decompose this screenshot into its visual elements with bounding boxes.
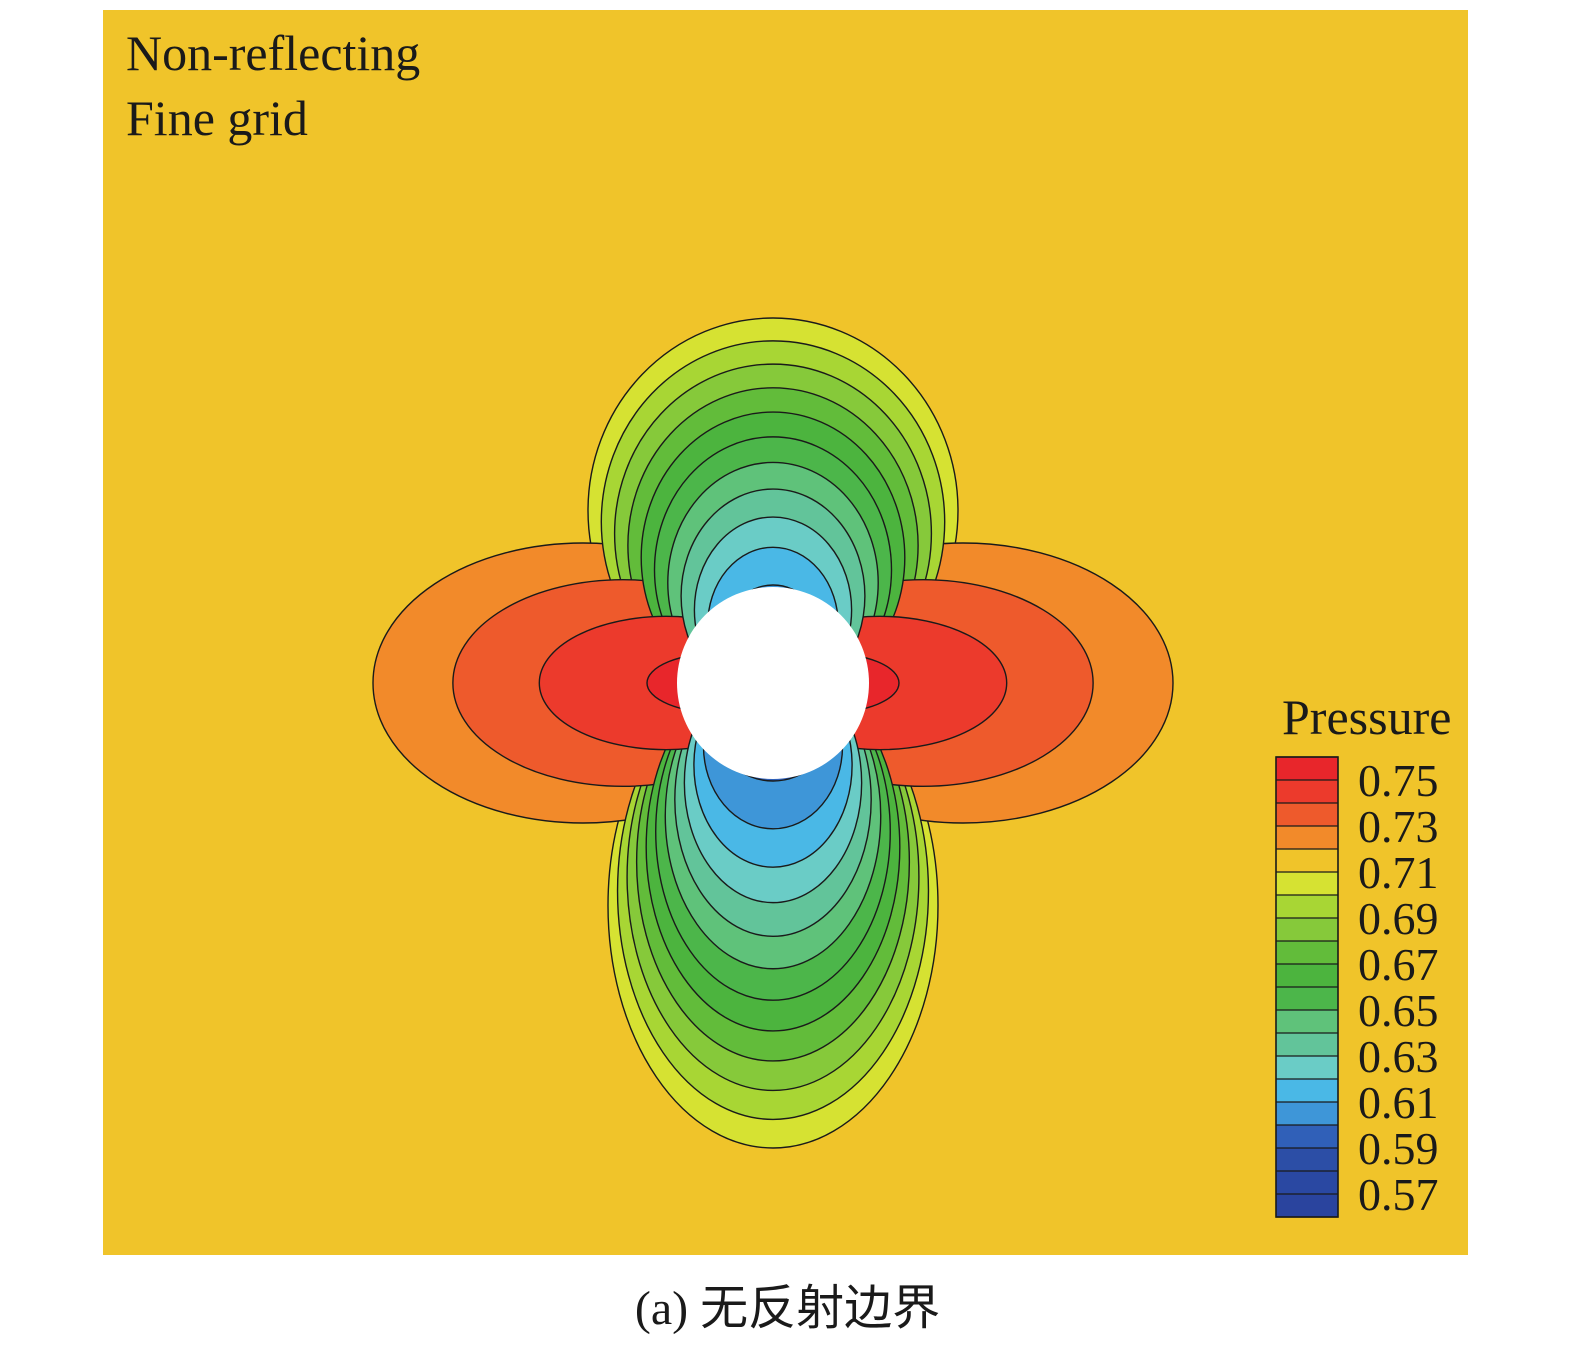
- annotation-boundary-type: Non-reflecting: [126, 25, 421, 81]
- colorbar-tick-label: 0.67: [1358, 939, 1439, 990]
- colorbar-band-0_645: [1276, 1010, 1338, 1033]
- colorbar-band-0_725: [1276, 826, 1338, 849]
- contour-layer: [372, 317, 1174, 1149]
- colorbar-tick-label: 0.69: [1358, 893, 1439, 944]
- annotation-grid-type: Fine grid: [126, 90, 308, 146]
- colorbar-tick-label: 0.59: [1358, 1123, 1439, 1174]
- colorbar-band-0_655: [1276, 987, 1338, 1010]
- colorbar-band-0_605: [1276, 1102, 1338, 1125]
- colorbar-band-0_755: [1276, 757, 1338, 780]
- colorbar-band-0_595: [1276, 1125, 1338, 1148]
- colorbar-band-0_735: [1276, 803, 1338, 826]
- colorbar-title: Pressure: [1282, 689, 1452, 745]
- colorbar-tick-label: 0.63: [1358, 1031, 1439, 1082]
- colorbar-band-0_745: [1276, 780, 1338, 803]
- colorbar-tick-label: 0.57: [1358, 1169, 1439, 1220]
- colorbar-tick-label: 0.65: [1358, 985, 1439, 1036]
- cylinder-obstacle: [677, 587, 869, 779]
- colorbar-band-0_715: [1276, 849, 1338, 872]
- colorbar-band-0_665: [1276, 964, 1338, 987]
- colorbar-band-0_675: [1276, 941, 1338, 964]
- colorbar-tick-label: 0.71: [1358, 847, 1439, 898]
- colorbar-tick-label: 0.61: [1358, 1077, 1439, 1128]
- colorbar-band-0_625: [1276, 1056, 1338, 1079]
- colorbar-frame: [1275, 756, 1339, 1218]
- colorbar-band-0_695: [1276, 895, 1338, 918]
- colorbar-band-0_575: [1276, 1171, 1338, 1194]
- colorbar-band-0_565: [1276, 1194, 1338, 1217]
- colorbar: [1275, 756, 1339, 1218]
- figure-caption: (a) 无反射边界: [634, 1282, 941, 1335]
- colorbar-band-0_585: [1276, 1148, 1338, 1171]
- colorbar-band-0_635: [1276, 1033, 1338, 1056]
- colorbar-band-0_615: [1276, 1079, 1338, 1102]
- colorbar-tick-label: 0.73: [1358, 801, 1439, 852]
- colorbar-tick-label: 0.75: [1358, 755, 1439, 806]
- colorbar-band-0_685: [1276, 918, 1338, 941]
- colorbar-band-0_705: [1276, 872, 1338, 895]
